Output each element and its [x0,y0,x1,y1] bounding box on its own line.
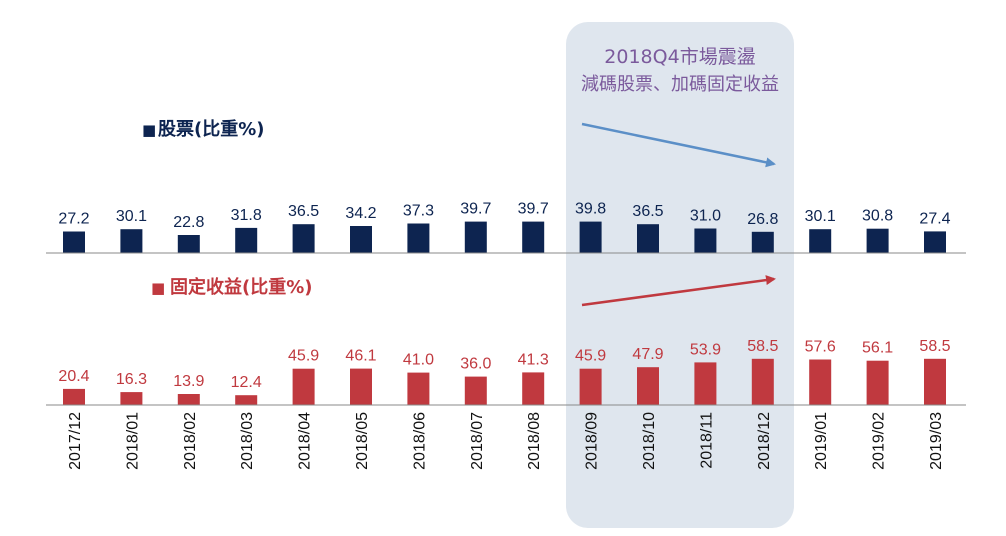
fixed-income-value-label: 56.1 [862,340,893,357]
fixed-income-value-label: 13.9 [173,373,204,390]
x-tick-label: 2018/04 [297,412,314,470]
fixed-income-value-label: 12.4 [231,374,262,391]
annotation-line2: 減碼股票、加碼固定收益 [581,74,779,95]
equity-value-label: 36.5 [288,203,319,220]
equity-bar [579,221,602,253]
equity-bar [292,224,315,253]
equity-bar [866,228,889,253]
fixed-income-value-label: 53.9 [690,341,721,358]
fixed-income-bar [694,362,717,405]
equity-value-label: 39.7 [460,201,491,218]
x-tick-label: 2018/12 [756,412,773,470]
equity-legend-label: 股票(比重%) [157,118,265,140]
fixed-income-value-label: 16.3 [116,371,147,388]
x-tick-label: 2018/03 [239,412,256,470]
fixed-income-value-label: 46.1 [345,348,376,365]
equity-value-label: 39.8 [575,201,606,218]
fixed-income-trend-arrow [581,275,776,307]
equity-value-label: 30.1 [805,208,836,225]
x-tick-label: 2018/06 [411,412,428,470]
fixed-income-legend-label: 固定收益(比重%) [170,276,313,298]
fixed-income-bar [63,388,85,405]
x-tick-label: 2018/02 [182,412,199,470]
equity-series: 27.2 30.1 22.8 31.8 36.5 34.2 37.3 39.7 39.7 39.8… [58,201,951,253]
equity-bar [407,223,430,253]
fixed-income-series: 20.4 16.3 13.9 12.4 45.9 46.1 41.0 36.0 41.3 45.9… [58,338,951,405]
equity-legend-marker: ■ [142,121,156,139]
equity-bar [637,224,659,253]
equity-value-label: 27.4 [919,210,950,227]
highlight-band [566,22,794,528]
fixed-income-value-label: 41.3 [518,351,549,368]
fixed-income-value-label: 36.0 [460,356,491,373]
equity-bar [751,231,774,253]
fixed-income-bar [809,359,832,405]
equity-value-label: 27.2 [58,211,89,228]
equity-bar [63,231,85,253]
x-tick-label: 2019/02 [871,412,888,470]
equity-value-label: 37.3 [403,203,434,220]
equity-trend-arrow [581,122,776,168]
equity-value-label: 34.2 [345,205,376,222]
fixed-income-bar [579,368,602,405]
fixed-income-bar [407,372,430,405]
fixed-income-bar [177,394,200,405]
equity-bar [924,231,946,253]
x-tick-label: 2018/09 [584,412,601,470]
x-tick-label: 2019/01 [813,412,830,470]
fixed-income-bar [751,358,774,405]
fixed-income-value-label: 58.5 [919,338,950,355]
fixed-income-value-label: 47.9 [632,346,663,363]
equity-bar [522,221,545,253]
fixed-income-legend: ■ 固定收益(比重%) [151,276,313,298]
equity-value-label: 22.8 [173,214,204,231]
equity-value-label: 30.1 [116,208,147,225]
fixed-income-bar [235,395,258,405]
x-axis-ticks: 2017/12 2018/01 2018/02 2018/03 2018/04 2018/… [67,412,945,470]
equity-value-label: 30.8 [862,208,893,225]
x-tick-label: 2018/11 [698,412,715,469]
fixed-income-bar [866,360,889,405]
fixed-income-bar [464,376,487,405]
fixed-income-value-label: 57.6 [805,339,836,356]
equity-bar [235,227,258,253]
x-tick-label: 2018/05 [354,412,371,470]
equity-bar [350,226,372,253]
equity-value-label: 31.0 [690,208,721,225]
x-tick-label: 2018/08 [526,412,543,470]
x-tick-label: 2018/10 [641,412,658,470]
fixed-income-bar [637,367,659,405]
fixed-income-value-label: 58.5 [747,338,778,355]
equity-bar [694,228,717,253]
equity-value-label: 31.8 [231,207,262,224]
equity-value-label: 39.7 [518,201,549,218]
x-tick-label: 2018/01 [124,412,141,470]
equity-bar [464,221,487,253]
x-tick-label: 2018/07 [469,412,486,470]
equity-value-label: 36.5 [632,203,663,220]
equity-legend: ■ 股票(比重%) [142,118,265,140]
x-tick-label: 2017/12 [67,412,84,470]
fixed-income-bar [350,368,372,405]
fixed-income-value-label: 45.9 [288,348,319,365]
equity-bar [120,229,143,253]
equity-bar [177,235,200,253]
fixed-income-value-label: 41.0 [403,352,434,369]
fixed-income-bar [292,368,315,405]
x-tick-label: 2019/03 [928,412,945,470]
fixed-income-bar [522,372,545,405]
equity-value-label: 26.8 [747,211,778,228]
annotation-line1: 2018Q4市場震盪 [604,45,755,68]
fixed-income-value-label: 20.4 [58,368,89,385]
fixed-income-bar [924,358,946,405]
annotation: 2018Q4市場震盪 減碼股票、加碼固定收益 [581,45,779,95]
fixed-income-value-label: 45.9 [575,348,606,365]
equity-bar [809,229,832,253]
fixed-income-bar [120,392,143,405]
fixed-income-legend-marker: ■ [151,279,165,297]
